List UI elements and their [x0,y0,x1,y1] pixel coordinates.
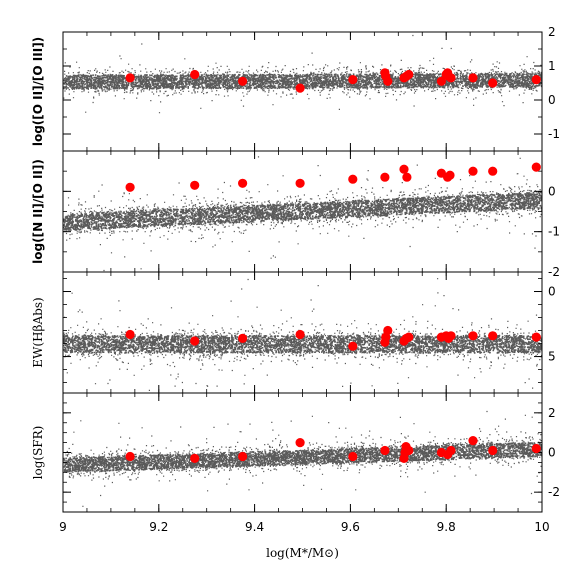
cloud-core [63,441,542,473]
data-point [468,436,478,446]
data-point [295,438,305,448]
data-point [125,73,135,83]
data-point [190,453,200,463]
data-point [468,331,478,341]
y-tick-label: 5 [548,350,556,364]
data-point [446,445,456,456]
data-point [488,78,498,88]
data-point [531,162,541,172]
y-tick-label: 0 [548,93,556,107]
data-point [488,331,498,341]
data-point [468,73,478,83]
y-axis-title-nii_oii: log([N II]/[O II]) [31,159,45,264]
data-point [399,164,409,174]
data-point [531,75,541,85]
data-point [295,178,305,188]
data-point [531,443,541,454]
y-tick-label: -1 [548,127,560,141]
y-axis-title-sfr: log(SFR) [31,426,45,480]
cloud-oii_oiii [63,34,542,114]
data-point [445,170,455,180]
data-point [348,174,358,184]
x-tick-label: 9.4 [245,520,264,534]
y-tick-label: -2 [548,485,560,499]
markers-nii_oii [125,162,541,192]
background-cloud-layer [63,34,542,512]
data-point [348,451,358,462]
data-point [125,329,135,340]
data-point [380,172,390,182]
data-point [404,332,414,342]
data-point [380,445,390,456]
y-axis-title-ew_hbeta: EW(HβAbs) [31,297,45,367]
data-point [446,331,456,341]
highlighted-points [125,68,541,463]
data-point [190,180,200,190]
markers-sfr [125,436,541,463]
y-tick-label: 1 [548,59,556,73]
data-point [446,73,456,83]
y-tick-label: 0 [548,184,556,198]
x-tick-label: 9.8 [437,520,456,534]
data-point [125,451,135,462]
data-point [531,332,541,342]
cloud-core [63,72,542,90]
x-tick-label: 9.2 [149,520,168,534]
data-point [238,76,248,86]
y-axis-title-oii_oiii: log([O II]/[O III]) [31,37,45,146]
cloud-ew_hbeta [63,278,542,391]
data-point [404,69,414,80]
data-point [295,329,305,340]
y-tick-label: -1 [548,225,560,239]
markers-ew_hbeta [125,325,541,351]
x-axis-title: log(M*/M⊙) [266,546,339,560]
data-point [238,178,248,188]
data-point [383,76,393,86]
y-tick-label: 2 [548,406,556,420]
cloud-core [63,335,542,354]
data-point [238,333,248,343]
markers-oii_oiii [125,68,541,93]
data-point [295,83,305,93]
axis-tick-labels: -1 0 1 2 -2 -1 0 0 5 -2 0 2 9 9.2 9.4 9.6 9.8 10 [59,25,560,534]
data-point [488,166,498,176]
data-point [190,336,200,346]
data-point [125,182,135,192]
axis-ticks [62,31,543,513]
y-tick-label: 2 [548,25,556,39]
x-tick-label: 10 [534,520,549,534]
y-tick-label: -2 [548,265,560,279]
data-point [348,75,358,85]
data-point [402,172,412,182]
data-point [404,445,414,456]
y-tick-label: 0 [548,446,556,460]
cloud-core [63,191,542,231]
y-tick-label: 0 [548,285,556,299]
data-point [436,76,446,86]
x-tick-label: 9 [59,520,67,534]
axis-titles: log([O II]/[O III]) log([N II]/[O II]) EW(… [31,37,339,560]
cloud-nii_oii [63,156,542,272]
data-point [468,166,478,176]
cloud-points [63,34,542,114]
data-point [383,325,393,336]
data-point [488,445,498,456]
data-point [190,69,200,80]
data-point [238,451,248,462]
x-tick-label: 9.6 [341,520,360,534]
cloud-sfr [63,410,542,512]
data-point [348,341,358,351]
